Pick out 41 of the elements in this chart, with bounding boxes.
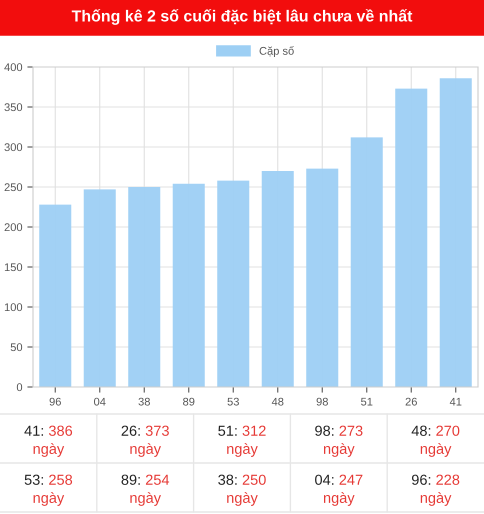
text: 41: 386 ngày [24, 426, 72, 457]
bar [262, 171, 294, 387]
bar [306, 168, 338, 387]
text: 89: 254 ngày [122, 474, 170, 506]
text: 51: 312 ngày [218, 426, 266, 457]
x-tick-label: 26 [406, 398, 417, 406]
y-tick-label: 150 [4, 263, 22, 272]
x-tick-label: 96 [50, 398, 61, 406]
y-tick-label: 350 [4, 103, 22, 112]
text: 26: 373 ngày [122, 426, 169, 457]
text: 98: 273 ngày [315, 426, 362, 457]
bar [84, 189, 116, 387]
bar [350, 137, 383, 387]
text: 53: 258 ngày [24, 474, 72, 506]
x-tick-label: 38 [138, 398, 150, 406]
x-tick-label: 98 [316, 398, 328, 406]
legend-label: Cặp số [260, 46, 294, 57]
x-tick-label: 48 [272, 398, 284, 406]
y-tick-label: 400 [4, 63, 22, 72]
y-tick-label: 50 [10, 343, 22, 352]
bar [172, 184, 205, 387]
y-tick-label: 100 [4, 303, 22, 312]
text: 48: 270 ngày [412, 426, 460, 457]
x-tick-label: 04 [94, 398, 106, 406]
bar [39, 204, 72, 387]
bar [217, 180, 250, 387]
y-tick-label: 250 [4, 183, 22, 192]
text: 38: 250 ngày [218, 474, 266, 506]
bar [395, 88, 428, 387]
x-tick-label: 41 [450, 398, 462, 406]
x-tick-label: 53 [228, 398, 239, 406]
x-tick-label: 89 [183, 398, 194, 406]
text: 96: 228 ngày [412, 474, 460, 506]
y-tick-label: 300 [4, 143, 22, 152]
y-tick-label: 0 [16, 383, 22, 392]
chart-title: Thống kê 2 số cuối đặc biệt lâu chưa về nhất [72, 9, 412, 25]
text: 04: 247 ngày [315, 474, 362, 506]
bar [128, 187, 160, 387]
bar [440, 78, 472, 387]
y-tick-label: 200 [4, 223, 22, 232]
x-tick-label: 51 [361, 398, 372, 406]
